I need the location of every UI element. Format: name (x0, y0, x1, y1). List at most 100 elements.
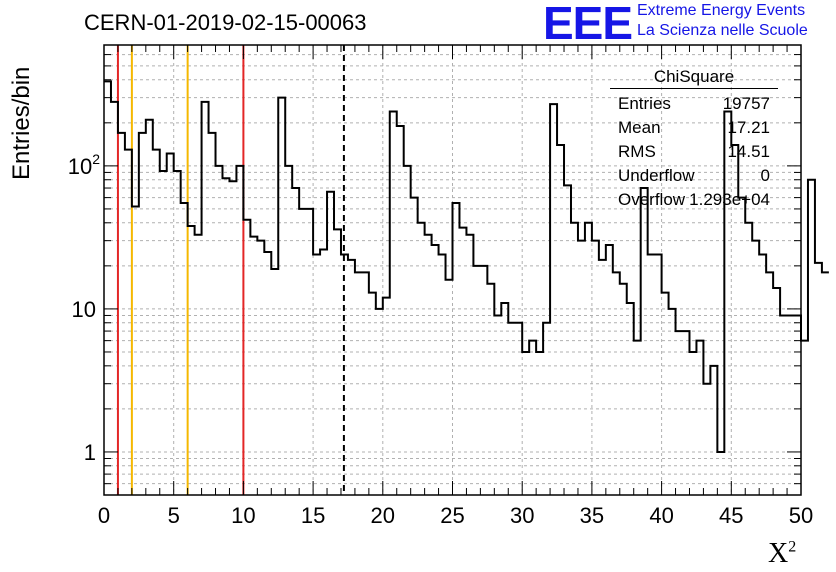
x-axis-label-base: X (768, 538, 789, 569)
stats-row-entries: Entries 19757 (610, 92, 778, 116)
x-axis-label-sup: 2 (788, 538, 797, 556)
histogram-bin (139, 133, 146, 495)
stats-row-underflow: Underflow 0 (610, 164, 778, 188)
histogram-bin (362, 272, 369, 495)
histogram-bin (627, 303, 634, 495)
histogram-bin (439, 255, 446, 495)
histogram-bin (306, 209, 313, 495)
histogram-bin (459, 228, 466, 495)
x-tick-label: 50 (789, 503, 813, 528)
histogram-bin (529, 341, 536, 495)
histogram-bin (676, 331, 683, 495)
histogram-bin (689, 352, 696, 495)
y-tick-label: 10 (72, 297, 96, 322)
histogram-bin (243, 220, 250, 495)
histogram-bin (334, 229, 341, 495)
histogram-bin (808, 180, 815, 495)
histogram-bin (348, 260, 355, 495)
x-tick-label: 35 (580, 503, 604, 528)
histogram-bin (355, 272, 362, 495)
histogram-bin (236, 166, 243, 495)
stats-value: 14.51 (727, 142, 770, 161)
histogram-bin (766, 272, 773, 495)
x-tick-label: 20 (371, 503, 395, 528)
histogram-bin (250, 237, 257, 495)
histogram-bin (188, 226, 195, 495)
histogram-bin (585, 223, 592, 495)
histogram-bin (543, 323, 550, 495)
histogram-bin (125, 150, 132, 495)
histogram-bin (710, 366, 717, 495)
histogram-bin (717, 452, 724, 495)
histogram-bin (216, 166, 223, 495)
histogram-bin (132, 206, 139, 495)
chart-title: CERN-01-2019-02-15-00063 (84, 10, 367, 35)
histogram-bin (271, 269, 278, 495)
histogram-bin (383, 298, 390, 495)
histogram-bin (104, 81, 111, 495)
x-tick-label: 40 (649, 503, 673, 528)
histogram-bin (508, 323, 515, 495)
histogram-bin (264, 252, 271, 495)
histogram-series (104, 80, 829, 453)
x-tick-label: 0 (98, 503, 110, 528)
histogram-bin (285, 166, 292, 495)
histogram-bin (146, 120, 153, 495)
stats-row-rms: RMS 14.51 (610, 140, 778, 164)
histogram-bin (696, 341, 703, 495)
histogram-bin (606, 245, 613, 495)
histogram-bin (501, 303, 508, 495)
stats-row-overflow: Overflow 1.293e+04 (610, 188, 778, 212)
y-axis-label: Entries/bin (8, 66, 35, 180)
stats-label: RMS (618, 142, 656, 161)
histogram-bin (174, 171, 181, 495)
stats-row-mean: Mean 17.21 (610, 116, 778, 140)
stats-label: Mean (618, 118, 661, 137)
histogram-bin (669, 309, 676, 495)
histogram-bin (738, 198, 745, 495)
histogram-bin (780, 315, 787, 495)
y-tick-label: 1 (84, 440, 96, 465)
histogram-bin (257, 241, 264, 495)
x-tick-label: 45 (719, 503, 743, 528)
stats-value: 17.21 (727, 118, 770, 137)
stats-value: 0 (760, 166, 770, 185)
histogram-bin (487, 284, 494, 495)
histogram-bin (209, 133, 216, 495)
stats-title: ChiSquare (653, 67, 735, 86)
histogram-bin (446, 280, 453, 495)
histogram-bin (480, 266, 487, 495)
histogram-bin (425, 235, 432, 495)
stats-title-rule (610, 88, 778, 89)
histogram-bin (341, 255, 348, 495)
histogram-bin (536, 352, 543, 495)
histogram-bin (181, 203, 188, 495)
histogram-bin (745, 223, 752, 495)
histogram-bin (376, 309, 383, 495)
histogram-bin (494, 315, 501, 495)
stats-label: Overflow (618, 190, 686, 209)
histogram-bin (453, 203, 460, 495)
histogram-bin (369, 293, 376, 495)
histogram-bin (557, 145, 564, 495)
histogram-bin (564, 185, 571, 495)
histogram-bin (195, 235, 202, 495)
x-tick-label: 30 (510, 503, 534, 528)
stats-value: 1.293e+04 (689, 190, 770, 209)
histogram-bin (787, 315, 794, 495)
stats-box: ChiSquare Entries 19757 Mean 17.21 RMS 1… (610, 66, 778, 212)
histogram-bin (153, 150, 160, 495)
histogram-bin (794, 315, 801, 495)
histogram-bin (327, 192, 334, 495)
stats-label: Underflow (618, 166, 695, 185)
histogram-bin (550, 104, 557, 495)
x-tick-label: 10 (231, 503, 255, 528)
histogram-bin (160, 171, 167, 495)
histogram-bin (620, 284, 627, 495)
histogram-bin (432, 245, 439, 495)
histogram-bin (592, 241, 599, 495)
histogram-bin (522, 352, 529, 495)
histogram-bin (662, 293, 669, 495)
histogram-bin (759, 255, 766, 495)
